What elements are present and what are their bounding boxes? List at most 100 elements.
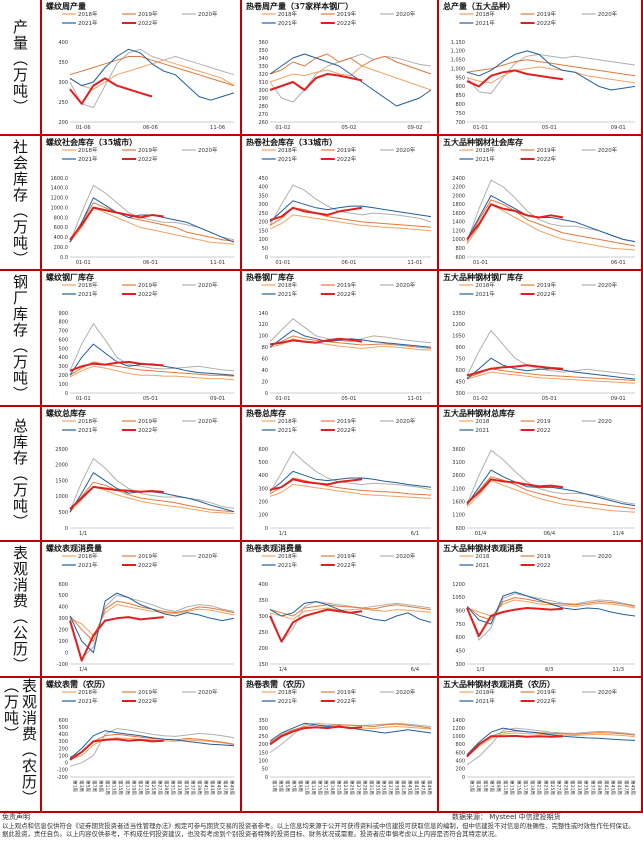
legend: 2018年 2019年 2020年 2021年 2022年 [261,688,416,705]
legend-label: 2018年 [78,10,98,18]
chart-title: 五大品种钢材社会库存 [443,137,523,147]
x-axis: 01-01 06-01 [473,260,626,266]
y-tick-label: 200.0 [54,245,68,251]
y-tick-label: 300 [258,726,268,732]
x-tick-label: 第31周 [170,780,177,795]
y-tick-label: 1200 [452,582,465,588]
y-tick-label: 400 [258,473,268,479]
series-line-2020 [466,593,636,641]
x-tick-label: 第13周 [509,780,516,795]
series-line-2019 [69,481,235,513]
legend-label: 2020年 [598,146,618,154]
series-line-2021 [466,591,636,625]
legend-label: 2018年 [278,417,298,425]
y-tick-label: 800 [455,742,465,748]
y-tick-label: 0 [265,391,268,397]
y-tick-label: 0.0 [60,255,68,261]
legend-label: 2021年 [278,19,298,27]
series-group [69,458,235,514]
legend-label: 2018 [475,419,489,425]
y-axis: 0.0 200.0 400.0 600.0 800.0 1000.0 1200.0 1400.… [51,176,69,261]
series-line-2022 [466,203,564,241]
series-line-2020 [466,329,636,376]
y-tick-label: 300 [58,616,68,622]
x-tick-label: 第9周 [297,780,304,793]
y-tick-label: 400 [58,732,68,738]
y-tick-label: 600 [58,582,68,588]
series-line-2020 [69,184,235,243]
x-tick-label: 第21周 [536,780,543,795]
x-tick-label: 第43周 [406,780,413,795]
y-tick-label: 300 [258,486,268,492]
legend-label: 2021 [475,428,489,434]
y-tick-label: 1800 [452,202,465,208]
chart-panel-rebar-consume: 螺纹表观消费量 2018年 2019年 2020年 2021年 2022年 -100 0 100… [42,542,242,678]
y-tick-label: 2100 [452,486,465,492]
chart-svg: 2018年 2019年 2020年 2021年 2022年 600 800 1000 1200 1… [452,146,636,266]
x-tick-label: 第7周 [91,780,98,793]
y-tick-label: 600 [455,750,465,756]
y-tick-label: 2000 [452,193,465,199]
row-label-text: 表观消费（公历） [11,545,29,673]
x-tick-label: 06-01 [611,260,626,266]
chart-panel-rebar-output: 螺纹周产量 2018年 2019年 2020年 2021年 2022年 200 250 300 3… [42,0,242,136]
x-tick-label: 05-01 [542,125,557,131]
legend-label: 2021 [475,563,489,569]
series-line-2022 [269,725,363,746]
x-axis: 1/1 6/1 [279,531,419,537]
chart-svg: 2018年 2019年 2020年 2021年 2022年 0 100 200 300 400 50… [258,417,432,537]
y-tick-label: 120 [258,322,268,328]
y-axis: -100 0 100 200 300 400 500 600 [57,582,68,668]
legend-label: 2019年 [138,552,158,560]
x-tick-label: 第11周 [502,780,509,795]
legend-label: 2022年 [537,697,557,705]
legend-label: 2022年 [337,290,357,298]
y-tick-label: 850 [455,93,465,99]
legend-label: 2020年 [396,146,416,154]
legend-label: 2019年 [337,552,357,560]
y-axis: 300 450 600 750 900 1050 1200 [452,582,465,668]
series-line-2018 [269,65,432,91]
x-axis: 01-01 05-01 11-01 [275,396,422,402]
x-tick-label: 05-01 [143,396,158,402]
row-label-text: 表观消费（农历）（万吨） [2,678,38,806]
y-tick-label: -100 [57,768,68,774]
legend-label: 2022年 [138,561,158,569]
row-label-text: 钢厂库存（万吨） [11,274,29,402]
y-tick-label: 300 [58,364,68,370]
legend-label: 2020年 [598,10,618,18]
x-tick-label: 第17周 [522,780,529,795]
x-tick-label: 第23周 [342,780,349,795]
y-tick-label: 800.0 [54,215,68,221]
series-line-2021 [69,472,235,513]
y-tick-label: 1500 [55,478,68,484]
y-tick-label: 300 [58,80,68,86]
x-tick-label: 6/4 [411,667,420,673]
y-tick-label: 350 [258,48,268,54]
y-tick-label: 600 [58,718,68,724]
series-group [269,722,432,754]
x-tick-label: 第5周 [482,780,489,793]
x-tick-label: 第25周 [549,780,556,795]
legend-label: 2018年 [475,281,495,289]
chart-title: 五大品种钢材总库存 [443,408,515,418]
legend-label: 2019年 [138,146,158,154]
y-tick-label: 600 [455,526,465,532]
x-tick-label: 第13周 [310,780,317,795]
y-tick-label: 500 [58,593,68,599]
legend: 2018年 2019年 2020年 2021年 2022年 [62,552,218,569]
x-tick-label: 06-01 [341,260,356,266]
legend-label: 2022年 [537,290,557,298]
x-tick-label: 09-01 [611,396,626,402]
y-tick-label: 800 [58,320,68,326]
x-axis: 01/4 06/4 11/4 [475,531,625,537]
y-tick-label: 2600 [452,473,465,479]
y-tick-label: 80 [262,345,268,351]
x-tick-label: 09-01 [210,396,225,402]
chart-svg: 2018年 2019年 2020年 2021年 2022年 150 200 250 300 350… [258,552,432,673]
y-tick-label: 1200.0 [51,196,69,202]
series-line-2018 [269,214,432,232]
chart-title: 总产量（五大品种） [443,1,515,11]
disclaimer-heading: 免责声明 [2,813,30,821]
y-tick-label: 500 [258,460,268,466]
